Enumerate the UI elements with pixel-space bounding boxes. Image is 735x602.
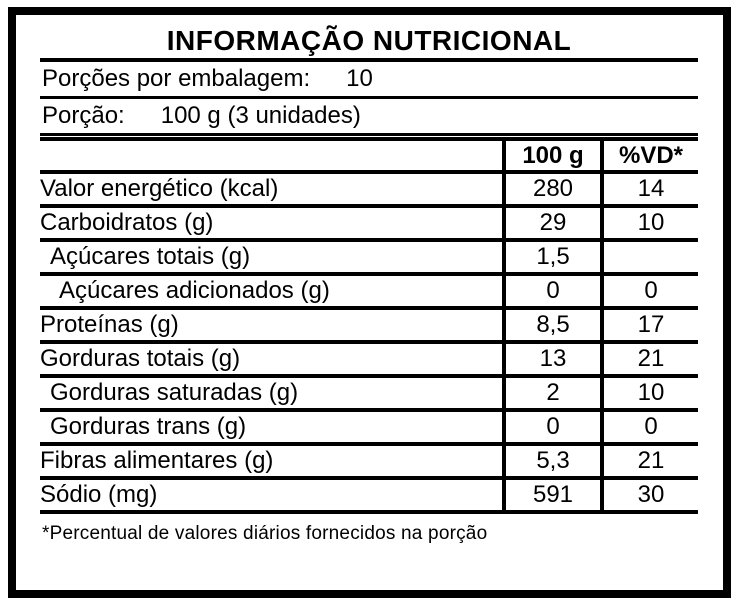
table-row: Valor energético (kcal) 280 14 <box>40 172 698 208</box>
servings-per-package-row: Porções por embalagem: 10 <box>40 62 698 99</box>
row-daily-value: 21 <box>600 342 698 378</box>
row-amount: 29 <box>502 206 602 242</box>
row-label: Carboidratos (g) <box>40 206 504 242</box>
row-daily-value <box>600 240 698 276</box>
row-amount: 2 <box>502 376 602 412</box>
row-daily-value: 10 <box>600 206 698 242</box>
row-daily-value: 17 <box>600 308 698 344</box>
table-row: Fibras alimentares (g) 5,3 21 <box>40 444 698 480</box>
row-daily-value: 21 <box>600 444 698 480</box>
label-outer-frame: INFORMAÇÃO NUTRICIONAL Porções por embal… <box>8 7 731 598</box>
column-header-nutrient <box>40 139 504 174</box>
row-amount: 13 <box>502 342 602 378</box>
row-daily-value: 0 <box>600 274 698 310</box>
table-row: Gorduras totais (g) 13 21 <box>40 342 698 378</box>
column-header-amount: 100 g <box>502 139 602 174</box>
row-amount: 0 <box>502 274 602 310</box>
row-amount: 8,5 <box>502 308 602 344</box>
nutrition-table: 100 g %VD* Valor energético (kcal) 280 1… <box>40 137 698 514</box>
row-daily-value: 0 <box>600 410 698 446</box>
row-label: Sódio (mg) <box>40 478 504 514</box>
table-row: Gorduras saturadas (g) 2 10 <box>40 376 698 412</box>
row-amount: 1,5 <box>502 240 602 276</box>
row-label: Gorduras saturadas (g) <box>40 376 504 412</box>
servings-per-package-label: Porções por embalagem: <box>42 65 311 92</box>
table-row: Gorduras trans (g) 0 0 <box>40 410 698 446</box>
row-label: Valor energético (kcal) <box>40 172 504 208</box>
row-label: Açúcares totais (g) <box>40 240 504 276</box>
row-daily-value: 30 <box>600 478 698 514</box>
table-row: Sódio (mg) 591 30 <box>40 478 698 514</box>
page-title: INFORMAÇÃO NUTRICIONAL <box>166 25 572 56</box>
row-label: Açúcares adicionados (g) <box>40 274 504 310</box>
portion-value: 100 g (3 unidades) <box>160 102 361 129</box>
table-header-row: 100 g %VD* <box>40 139 698 174</box>
row-amount: 591 <box>502 478 602 514</box>
column-header-vd: %VD* <box>600 139 698 174</box>
row-amount: 0 <box>502 410 602 446</box>
portion-label: Porção: <box>42 102 125 129</box>
table-row: Proteínas (g) 8,5 17 <box>40 308 698 344</box>
row-label: Proteínas (g) <box>40 308 504 344</box>
row-label: Fibras alimentares (g) <box>40 444 504 480</box>
row-daily-value: 10 <box>600 376 698 412</box>
row-daily-value: 14 <box>600 172 698 208</box>
table-row: Açúcares adicionados (g) 0 0 <box>40 274 698 310</box>
title-block: INFORMAÇÃO NUTRICIONAL <box>40 23 698 62</box>
table-row: Carboidratos (g) 29 10 <box>40 206 698 242</box>
row-label: Gorduras totais (g) <box>40 342 504 378</box>
row-amount: 280 <box>502 172 602 208</box>
daily-value-footnote: *Percentual de valores diários fornecido… <box>42 523 488 544</box>
portion-row: Porção: 100 g (3 unidades) <box>40 99 698 136</box>
row-label: Gorduras trans (g) <box>40 410 504 446</box>
table-row: Açúcares totais (g) 1,5 <box>40 240 698 276</box>
row-amount: 5,3 <box>502 444 602 480</box>
servings-per-package-value: 10 <box>346 65 373 92</box>
label-content: INFORMAÇÃO NUTRICIONAL Porções por embal… <box>40 23 698 545</box>
